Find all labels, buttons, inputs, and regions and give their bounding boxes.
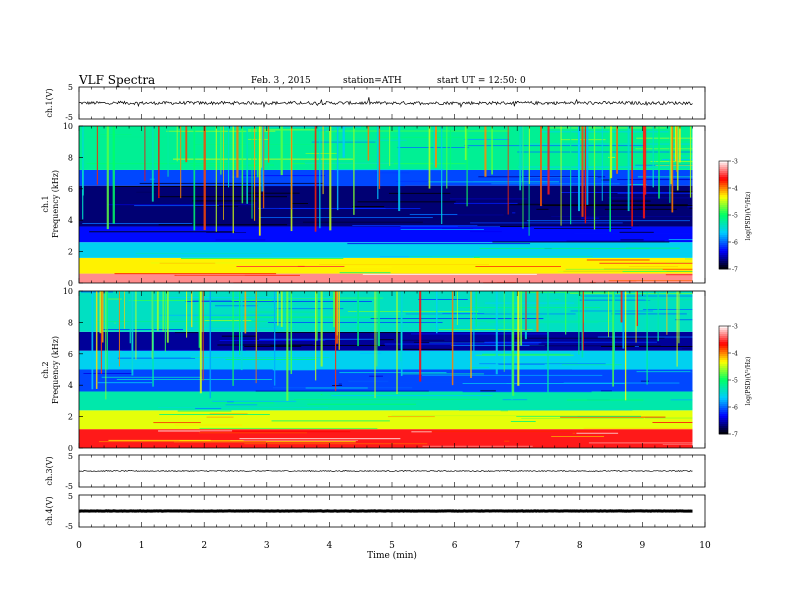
- x-tick-label-8: 8: [577, 541, 583, 551]
- ch2-colorbar-label: log(PSD)(V²/Hz): [745, 357, 752, 406]
- station-label: station=ATH: [343, 76, 402, 86]
- ch4-panel: 5 -5 ch.4(V): [45, 492, 706, 531]
- cbar2-tick-label-2: -5: [732, 378, 738, 385]
- spec2-ytick-label-3: 6: [68, 350, 73, 359]
- ch1-colorbar: -3 -4 -5 -6 -7: [718, 159, 738, 274]
- cbar1-tick-label-4: -7: [732, 267, 738, 274]
- ch1-spec-ylabel-freq: Frequency (kHz): [51, 170, 60, 238]
- x-tick-label-10: 10: [699, 541, 711, 551]
- date-label: Feb. 3 , 2015: [251, 76, 311, 86]
- ch2-spec-ylabel-freq: Frequency (kHz): [51, 336, 60, 404]
- x-tick-label-2: 2: [201, 541, 207, 551]
- cbar2-tick-label-3: -6: [732, 405, 738, 412]
- x-tick-label-3: 3: [264, 541, 270, 551]
- ch1-ytick-bottom: -5: [65, 113, 73, 122]
- x-tick-label-4: 4: [327, 541, 333, 551]
- cbar2-tick-label-1: -4: [732, 351, 738, 358]
- cbar2-tick-label-4: -7: [732, 432, 738, 439]
- spec1-ytick-label-5: 10: [63, 122, 73, 131]
- spec2-band-1: [79, 410, 693, 430]
- ch3-ytick-top: 5: [68, 452, 73, 461]
- ch1-ytick-top: 5: [68, 83, 73, 92]
- ch1-spec-ylabel-channel: ch.1: [41, 195, 50, 212]
- ch2-spectrogram: [79, 291, 694, 449]
- x-tick-label-5: 5: [389, 541, 395, 551]
- spec1-ytick-label-2: 4: [68, 216, 73, 225]
- ch3-ylabel: ch.3(V): [45, 456, 54, 485]
- ch4-ytick-bottom: -5: [65, 522, 73, 531]
- spec2-ytick-label-4: 8: [68, 318, 73, 327]
- ch4-ylabel: ch.4(V): [45, 496, 54, 525]
- ch1-spec-yticks: 0 2 4 6 8 10: [63, 122, 83, 288]
- spec1-ytick-label-0: 0: [68, 279, 73, 288]
- ch2-colorbar: -3 -4 -5 -6 -7: [718, 324, 738, 439]
- spec2-band-5: [79, 331, 693, 351]
- ch3-ytick-bottom: -5: [65, 482, 73, 491]
- ch4-ytick-top: 5: [68, 492, 73, 501]
- figure-title: VLF Spectra: [78, 73, 155, 87]
- spec1-band-0: [79, 273, 693, 283]
- spec1-ytick-label-1: 2: [68, 248, 73, 257]
- x-tick-label-1: 1: [139, 541, 145, 551]
- spec1-ytick-label-3: 6: [68, 185, 73, 194]
- ch3-panel: 5 -5 ch.3(V): [45, 452, 706, 491]
- spec2-ytick-label-1: 2: [68, 413, 73, 422]
- x-tick-label-9: 9: [640, 541, 646, 551]
- start-time-label: start UT = 12:50: 0: [437, 76, 526, 86]
- ch1-trace: [78, 97, 693, 109]
- spec2-ytick-label-2: 4: [68, 381, 73, 390]
- cbar1-tick-label-2: -5: [732, 213, 738, 220]
- cbar1-tick-label-3: -6: [732, 240, 738, 247]
- spec2-band-4: [79, 350, 693, 370]
- ch2-spec-yticks: 0 2 4 6 8 10: [63, 287, 83, 453]
- x-tick-label-6: 6: [452, 541, 458, 551]
- ch1-ylabel: ch.1(V): [45, 88, 54, 117]
- ch2-spec-ylabel-channel: ch.2: [41, 361, 50, 378]
- spec2-ytick-label-5: 10: [63, 287, 73, 296]
- x-tick-label-0: 0: [76, 541, 82, 551]
- ch3-trace: [78, 470, 693, 472]
- x-axis: 0 1 2 3 4 5 6 7 8 9 10 Time (min): [76, 541, 711, 561]
- spec1-ytick-label-4: 8: [68, 153, 73, 162]
- spec2-texture: [80, 291, 694, 449]
- time-tick-marks: [78, 87, 706, 527]
- spec1-band-3: [79, 226, 693, 243]
- cbar1-tick-label-0: -3: [732, 159, 738, 166]
- spec2-band-2: [79, 391, 693, 411]
- ch1-panel: 5 -5 ch.1(V): [45, 83, 706, 122]
- cbar1-tick-label-1: -4: [732, 186, 738, 193]
- cbar2-tick-label-0: -3: [732, 324, 738, 331]
- x-axis-label: Time (min): [367, 550, 417, 561]
- x-tick-label-7: 7: [514, 541, 520, 551]
- ch1-spectrogram: [79, 126, 693, 284]
- spec2-ytick-label-0: 0: [68, 444, 73, 453]
- spec1-band-2: [79, 242, 693, 258]
- spec1-band-1: [79, 257, 693, 274]
- ch1-colorbar-label: log(PSD)(V²/Hz): [745, 192, 752, 241]
- spec1-band-6: [79, 126, 693, 170]
- spec1-texture: [82, 126, 693, 284]
